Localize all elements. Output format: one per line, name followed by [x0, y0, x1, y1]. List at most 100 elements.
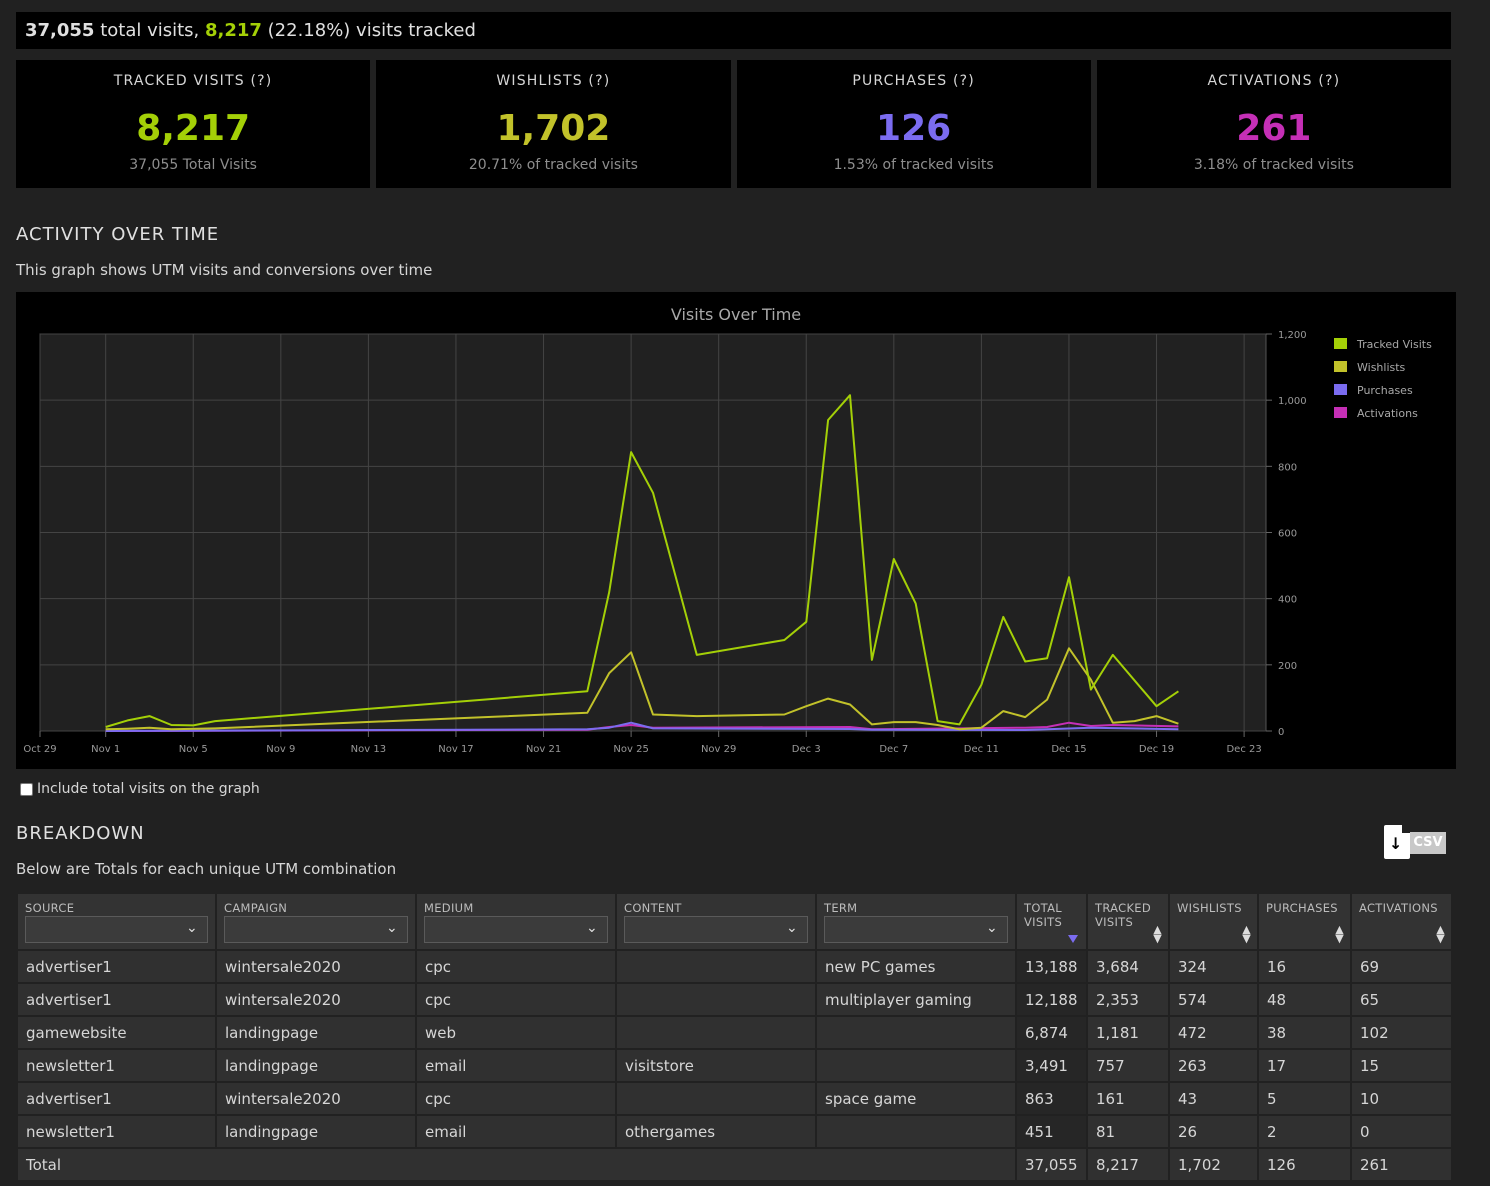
x-tick-label: Nov 29 — [701, 744, 736, 755]
sort-icon[interactable]: ▲ ▼ — [1335, 923, 1344, 945]
table-cell: wintersale2020 — [217, 951, 415, 982]
sort-icon[interactable]: ▲ ▼ — [1153, 923, 1162, 945]
x-tick-label: Dec 7 — [879, 744, 908, 755]
table-cell: 17 — [1259, 1050, 1350, 1081]
y-tick-label: 400 — [1278, 595, 1297, 606]
x-tick-label: Nov 9 — [266, 744, 295, 755]
column-title: PURCHASES — [1266, 901, 1338, 915]
stat-label[interactable]: WISHLISTS (?) — [496, 73, 611, 89]
table-cell: advertiser1 — [18, 1083, 215, 1114]
breakdown-heading: BREAKDOWN — [16, 823, 145, 844]
table-cell: 863 — [1017, 1083, 1086, 1114]
column-title: TOTAL VISITS — [1024, 901, 1063, 929]
column-title: SOURCE — [25, 901, 75, 915]
stat-label[interactable]: PURCHASES (?) — [852, 73, 975, 89]
series-line-wishlists — [105, 647, 1179, 731]
table-cell: 38 — [1259, 1017, 1350, 1048]
table-cell: advertiser1 — [18, 951, 215, 982]
chevron-down-icon: ⌄ — [585, 920, 598, 936]
legend-swatch — [1334, 338, 1347, 349]
y-tick-label: 600 — [1278, 529, 1297, 540]
table-cell: 26 — [1170, 1116, 1257, 1147]
table-cell: gamewebsite — [18, 1017, 215, 1048]
column-header-total-visits[interactable]: TOTAL VISITS — [1017, 894, 1086, 949]
chart-title: Visits Over Time — [671, 305, 801, 324]
content-filter-select[interactable]: ⌄ — [624, 916, 808, 943]
column-header-source: SOURCE ⌄ — [18, 894, 215, 949]
download-arrow-icon: ↓ — [1389, 834, 1403, 853]
table-cell: 0 — [1352, 1116, 1451, 1147]
breakdown-description: Below are Totals for each unique UTM com… — [16, 860, 397, 878]
table-row: newsletter1 landingpage email visitstore 3,4… — [18, 1050, 1451, 1081]
y-tick-label: 1,200 — [1278, 330, 1307, 341]
table-cell — [617, 951, 815, 982]
chevron-down-icon: ⌄ — [785, 920, 798, 936]
table-cell: 48 — [1259, 984, 1350, 1015]
table-cell: 69 — [1352, 951, 1451, 982]
legend-swatch — [1334, 384, 1347, 395]
table-cell: new PC games — [817, 951, 1015, 982]
sort-icon[interactable]: ▲ ▼ — [1242, 923, 1251, 945]
y-tick-label: 0 — [1278, 727, 1284, 738]
y-tick-label: 1,000 — [1278, 396, 1307, 407]
table-cell: 574 — [1170, 984, 1257, 1015]
table-cell: newsletter1 — [18, 1050, 215, 1081]
medium-filter-select[interactable]: ⌄ — [424, 916, 608, 943]
table-cell: 16 — [1259, 951, 1350, 982]
column-title: CAMPAIGN — [224, 901, 288, 915]
x-tick-label: Nov 1 — [91, 744, 120, 755]
chevron-down-icon: ⌄ — [985, 920, 998, 936]
legend-label: Activations — [1357, 407, 1418, 420]
activity-description: This graph shows UTM visits and conversi… — [16, 261, 433, 279]
column-header-purchases[interactable]: PURCHASES ▲ ▼ — [1259, 894, 1350, 949]
series-line-purchases — [105, 721, 1179, 732]
legend-label: Tracked Visits — [1356, 338, 1432, 351]
column-header-campaign: CAMPAIGN ⌄ — [217, 894, 415, 949]
table-cell: cpc — [417, 984, 615, 1015]
csv-download-button[interactable]: ↓ CSV — [1384, 825, 1448, 859]
table-cell — [817, 1116, 1015, 1147]
table-cell: cpc — [417, 951, 615, 982]
x-tick-label: Oct 29 — [23, 744, 56, 755]
table-header-row: SOURCE ⌄ CAMPAIGN ⌄ MEDIUM ⌄ CONTENT ⌄ T… — [18, 894, 1451, 949]
include-total-visits-toggle[interactable]: Include total visits on the graph — [20, 781, 260, 797]
table-cell: 263 — [1170, 1050, 1257, 1081]
table-row: newsletter1 landingpage email othergames 451… — [18, 1116, 1451, 1147]
total-cell: 8,217 — [1088, 1149, 1168, 1180]
stat-value: 126 — [876, 108, 952, 149]
term-filter-select[interactable]: ⌄ — [824, 916, 1008, 943]
stat-label[interactable]: TRACKED VISITS (?) — [113, 73, 273, 89]
stat-value: 261 — [1236, 108, 1312, 149]
campaign-filter-select[interactable]: ⌄ — [224, 916, 408, 943]
table-cell: 1,181 — [1088, 1017, 1168, 1048]
sort-icon[interactable]: ▲ ▼ — [1436, 923, 1445, 945]
table-cell: 6,874 — [1017, 1017, 1086, 1048]
stat-subtext: 1.53% of tracked visits — [833, 157, 994, 173]
x-tick-label: Nov 21 — [526, 744, 561, 755]
table-cell: 13,188 — [1017, 951, 1086, 982]
include-total-visits-checkbox[interactable] — [20, 782, 33, 796]
column-header-activations[interactable]: ACTIVATIONS ▲ ▼ — [1352, 894, 1451, 949]
table-cell: wintersale2020 — [217, 1083, 415, 1114]
table-row: gamewebsite landingpage web 6,874 1,181 472 38… — [18, 1017, 1451, 1048]
x-tick-label: Dec 3 — [792, 744, 821, 755]
column-title: CONTENT — [624, 901, 682, 915]
stat-subtext: 37,055 Total Visits — [129, 157, 257, 173]
sort-descending-icon[interactable] — [1068, 935, 1078, 943]
column-header-content: CONTENT ⌄ — [617, 894, 815, 949]
table-row: advertiser1 wintersale2020 cpc space game 86… — [18, 1083, 1451, 1114]
column-header-wishlists[interactable]: WISHLISTS ▲ ▼ — [1170, 894, 1257, 949]
table-cell: space game — [817, 1083, 1015, 1114]
table-cell — [617, 984, 815, 1015]
table-cell: 472 — [1170, 1017, 1257, 1048]
table-cell: multiplayer gaming — [817, 984, 1015, 1015]
source-filter-select[interactable]: ⌄ — [25, 916, 208, 943]
table-cell: email — [417, 1116, 615, 1147]
stat-label[interactable]: ACTIVATIONS (?) — [1207, 73, 1341, 89]
stat-subtext: 3.18% of tracked visits — [1193, 157, 1354, 173]
x-tick-label: Dec 15 — [1051, 744, 1086, 755]
table-cell: 2 — [1259, 1116, 1350, 1147]
column-header-tracked-visits[interactable]: TRACKED VISITS ▲ ▼ — [1088, 894, 1168, 949]
table-cell: 5 — [1259, 1083, 1350, 1114]
table-cell: 3,684 — [1088, 951, 1168, 982]
